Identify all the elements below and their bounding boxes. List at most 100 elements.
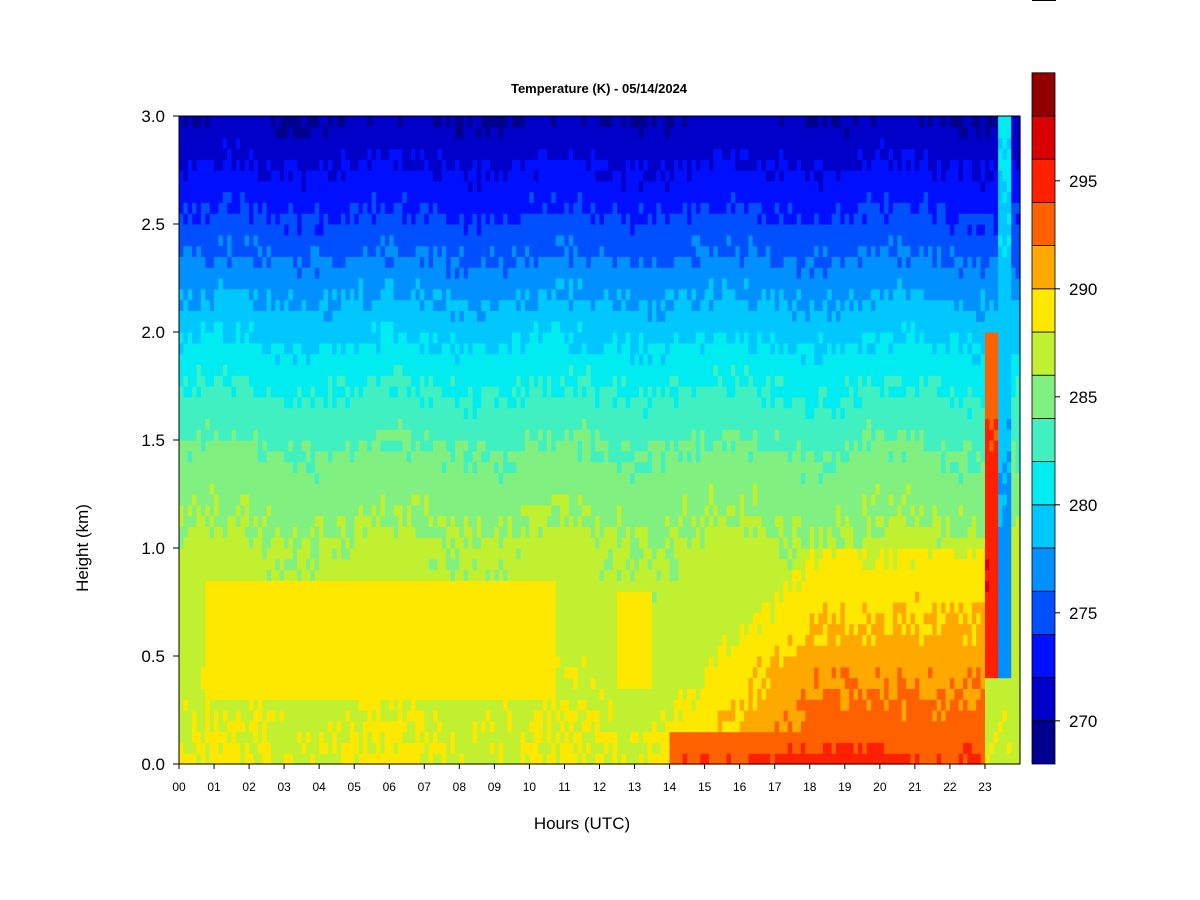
heatmap-cell (332, 699, 338, 711)
heatmap-cell (494, 677, 500, 689)
heatmap-cell (498, 623, 504, 635)
heatmap-cell (389, 461, 395, 473)
heatmap-cell (485, 515, 491, 527)
heatmap-cell (266, 580, 272, 592)
heatmap-cell (402, 310, 408, 322)
heatmap-cell (345, 699, 351, 711)
heatmap-cell (472, 731, 478, 743)
heatmap-cell (472, 634, 478, 646)
heatmap-cell (507, 504, 513, 517)
heatmap-cell (529, 753, 535, 765)
heatmap-cell (270, 126, 276, 139)
heatmap-cell (270, 245, 276, 257)
heatmap-cell (327, 634, 333, 646)
heatmap-cell (376, 612, 382, 625)
heatmap-cell (336, 202, 342, 214)
heatmap-cell (240, 234, 246, 247)
heatmap-cell (446, 472, 452, 484)
heatmap-cell (214, 526, 220, 538)
heatmap-cell (415, 180, 421, 193)
heatmap-cell (503, 548, 509, 560)
heatmap-cell (292, 224, 298, 236)
heatmap-cell (525, 170, 531, 182)
heatmap-cell (450, 364, 456, 376)
heatmap-cell (314, 256, 320, 268)
heatmap-cell (384, 375, 390, 387)
heatmap-cell (376, 591, 382, 603)
heatmap-cell (459, 245, 465, 257)
heatmap-cell (511, 191, 517, 203)
heatmap-cell (529, 224, 535, 236)
heatmap-cell (437, 429, 443, 441)
heatmap-cell (494, 504, 500, 517)
heatmap-cell (367, 515, 373, 527)
heatmap-cell (349, 234, 355, 247)
heatmap-cell (196, 580, 202, 592)
heatmap-cell (380, 278, 386, 290)
heatmap-cell (231, 256, 237, 268)
heatmap-cell (196, 731, 202, 743)
heatmap-cell (450, 299, 456, 311)
heatmap-cell (542, 612, 548, 625)
heatmap-cell (494, 558, 500, 571)
heatmap-cell (433, 753, 439, 765)
heatmap-cell (332, 612, 338, 625)
heatmap-cell (428, 753, 434, 765)
heatmap-cell (187, 234, 193, 247)
heatmap-cell (218, 278, 224, 290)
heatmap-cell (240, 612, 246, 625)
heatmap-cell (292, 321, 298, 333)
heatmap-cell (371, 623, 377, 635)
heatmap-cell (262, 418, 268, 430)
heatmap-cell (349, 515, 355, 527)
heatmap-cell (402, 407, 408, 419)
heatmap-cell (529, 699, 535, 711)
heatmap-cell (196, 504, 202, 517)
heatmap-cell (249, 450, 255, 463)
heatmap-cell (319, 677, 325, 689)
heatmap-cell (336, 364, 342, 376)
heatmap-cell (227, 569, 233, 581)
heatmap-cell (459, 569, 465, 581)
heatmap-cell (498, 461, 504, 473)
heatmap-cell (411, 375, 417, 387)
heatmap-cell (441, 245, 447, 257)
heatmap-cell (371, 742, 377, 754)
heatmap-cell (227, 224, 233, 236)
heatmap-cell (437, 234, 443, 247)
heatmap-cell (468, 170, 474, 182)
heatmap-cell (306, 299, 312, 311)
heatmap-cell (419, 602, 425, 614)
heatmap-cell (301, 742, 307, 754)
heatmap-cell (485, 710, 491, 722)
heatmap-cell (511, 213, 517, 225)
heatmap-cell (529, 515, 535, 527)
heatmap-cell (310, 623, 316, 635)
heatmap-cell (183, 580, 189, 592)
heatmap-cell (415, 375, 421, 387)
heatmap-cell (235, 213, 241, 225)
heatmap-cell (292, 234, 298, 247)
heatmap-cell (450, 429, 456, 441)
heatmap-cell (525, 558, 531, 571)
heatmap-cell (402, 332, 408, 344)
heatmap-cell (288, 688, 294, 700)
heatmap-cell (279, 494, 285, 506)
heatmap-cell (354, 353, 360, 365)
heatmap-cell (406, 699, 412, 711)
heatmap-cell (433, 245, 439, 257)
heatmap-cell (341, 494, 347, 506)
heatmap-cell (192, 537, 198, 549)
heatmap-cell (507, 396, 513, 409)
heatmap-cell (192, 126, 198, 139)
heatmap-cell (529, 245, 535, 257)
heatmap-cell (336, 321, 342, 333)
heatmap-cell (468, 558, 474, 571)
heatmap-cell (472, 526, 478, 538)
heatmap-cell (503, 677, 509, 689)
heatmap-cell (415, 440, 421, 452)
heatmap-cell (358, 288, 364, 301)
heatmap-cell (341, 116, 347, 128)
heatmap-cell (380, 699, 386, 711)
heatmap-cell (358, 310, 364, 322)
